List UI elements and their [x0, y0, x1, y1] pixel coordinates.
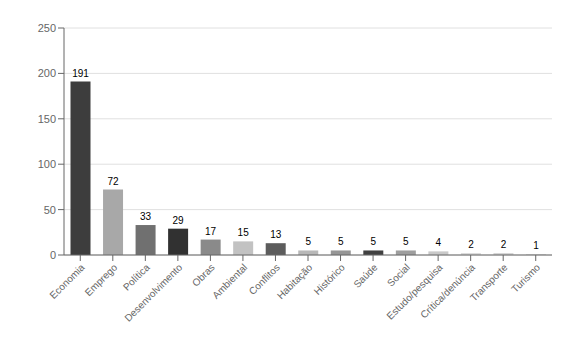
- svg-text:Estudo/pesquisa: Estudo/pesquisa: [384, 261, 444, 321]
- svg-text:4: 4: [436, 237, 442, 248]
- svg-text:100: 100: [38, 158, 56, 170]
- svg-text:72: 72: [107, 176, 119, 187]
- svg-text:Obras: Obras: [190, 262, 217, 289]
- svg-text:17: 17: [205, 226, 217, 237]
- svg-text:150: 150: [38, 113, 56, 125]
- svg-text:15: 15: [238, 227, 250, 238]
- svg-text:200: 200: [38, 67, 56, 79]
- svg-text:Saúde: Saúde: [351, 261, 380, 290]
- svg-text:33: 33: [140, 211, 152, 222]
- svg-text:Histórico: Histórico: [312, 261, 348, 297]
- svg-text:Transporte: Transporte: [468, 261, 510, 303]
- svg-text:Habitação: Habitação: [275, 261, 315, 301]
- svg-text:Ambiental: Ambiental: [210, 262, 249, 301]
- svg-text:Conflitos: Conflitos: [246, 261, 282, 297]
- svg-text:Social: Social: [385, 262, 412, 289]
- svg-text:Desenvolvimento: Desenvolvimento: [122, 261, 184, 323]
- svg-text:5: 5: [403, 236, 409, 247]
- svg-text:0: 0: [50, 249, 56, 261]
- svg-text:13: 13: [270, 229, 282, 240]
- svg-text:Emprego: Emprego: [83, 261, 120, 298]
- svg-text:Turismo: Turismo: [509, 261, 542, 294]
- svg-text:Política: Política: [121, 261, 152, 292]
- svg-text:Crítica/denúncia: Crítica/denúncia: [418, 261, 477, 320]
- svg-text:191: 191: [72, 68, 89, 79]
- svg-text:5: 5: [305, 236, 311, 247]
- svg-text:5: 5: [371, 236, 377, 247]
- svg-text:5: 5: [338, 236, 344, 247]
- svg-text:29: 29: [173, 215, 185, 226]
- svg-text:50: 50: [44, 204, 56, 216]
- svg-text:1: 1: [533, 240, 539, 251]
- svg-text:2: 2: [501, 239, 507, 250]
- svg-text:Economia: Economia: [47, 261, 87, 301]
- svg-text:2: 2: [468, 239, 474, 250]
- svg-text:250: 250: [38, 22, 56, 34]
